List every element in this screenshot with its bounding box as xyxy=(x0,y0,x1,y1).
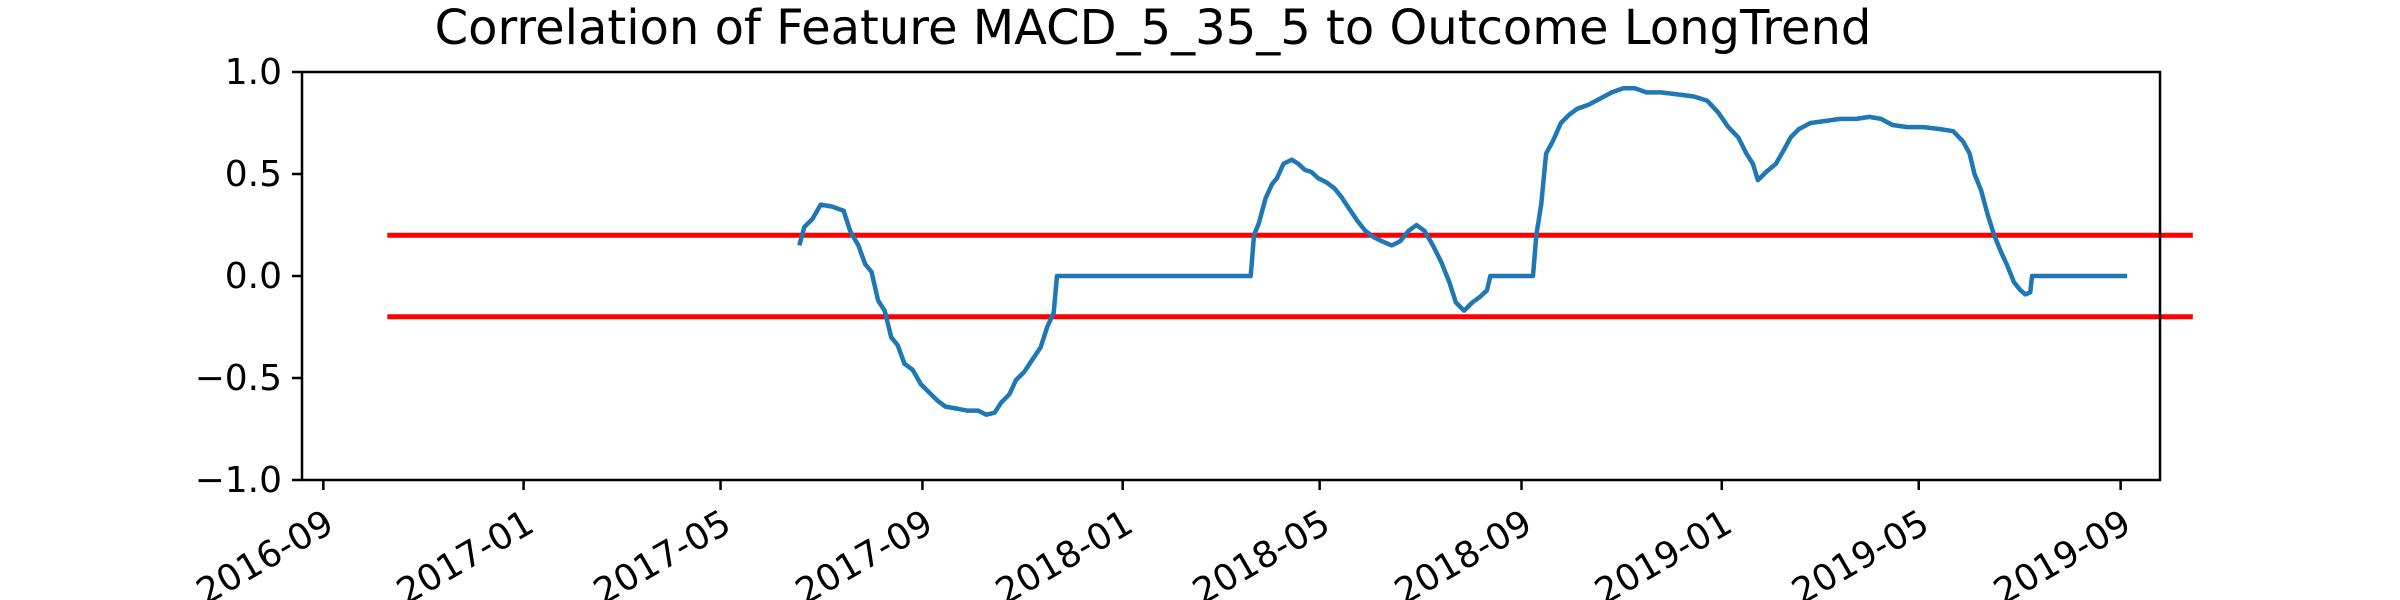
y-tick-label: 0.5 xyxy=(225,154,282,195)
x-tick-label: 2018-05 xyxy=(1186,502,1337,600)
y-tick-label: −0.5 xyxy=(195,358,282,399)
x-tick-label: 2019-01 xyxy=(1588,502,1739,600)
y-axis: −1.0 −0.5 0.0 0.5 1.0 xyxy=(195,52,302,501)
x-tick-label: 2019-09 xyxy=(1987,502,2138,600)
y-tick-label: −1.0 xyxy=(195,460,282,501)
x-tick-label: 2019-05 xyxy=(1785,502,1936,600)
chart-title: Correlation of Feature MACD_5_35_5 to Ou… xyxy=(435,0,1872,56)
x-tick-label: 2018-01 xyxy=(989,502,1140,600)
x-tick-label: 2017-09 xyxy=(789,502,940,600)
x-tick-label: 2016-09 xyxy=(190,502,341,600)
y-tick-label: 1.0 xyxy=(225,52,282,93)
x-tick-label: 2018-09 xyxy=(1388,502,1539,600)
plot-area xyxy=(387,86,2193,417)
y-tick-label: 0.0 xyxy=(225,256,282,297)
x-tick-label: 2017-01 xyxy=(390,502,541,600)
x-axis: 2016-09 2017-01 2017-05 2017-09 2018-01 2018-… xyxy=(190,480,2138,600)
series-line-1 xyxy=(797,86,2128,417)
x-tick-label: 2017-05 xyxy=(587,502,738,600)
